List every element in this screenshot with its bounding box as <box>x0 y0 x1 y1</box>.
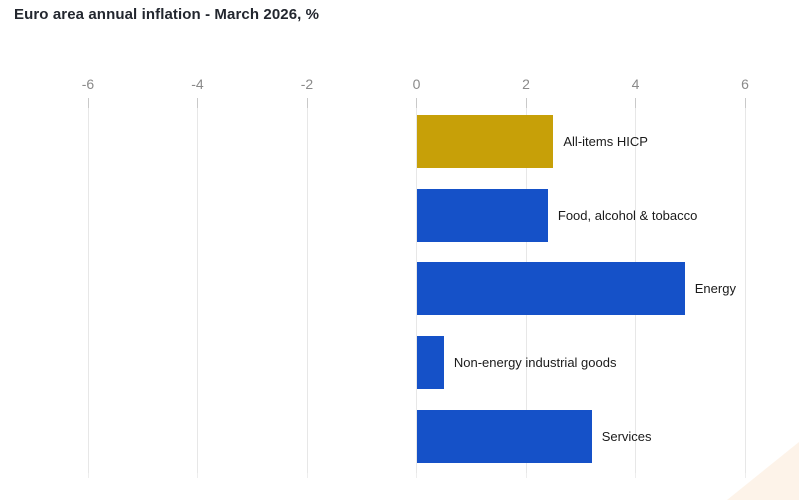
x-axis-tick-bottom <box>744 473 746 478</box>
x-axis-tick <box>87 98 89 108</box>
chart-title: Euro area annual inflation - March 2026,… <box>14 6 320 23</box>
x-axis-tick <box>744 98 746 108</box>
x-axis-tick <box>306 98 308 108</box>
bar-category-label: Non-energy industrial goods <box>453 355 617 371</box>
x-gridline <box>197 98 198 473</box>
x-axis-tick-bottom <box>635 473 636 478</box>
x-axis-tick-label: -6 <box>81 76 95 92</box>
x-axis-tick-label: 0 <box>412 76 421 92</box>
x-axis-tick-label: 2 <box>522 76 530 92</box>
x-axis-tick-bottom <box>416 473 417 478</box>
x-gridline <box>87 98 89 473</box>
x-axis-tick-bottom <box>525 473 527 478</box>
x-gridline <box>306 98 308 473</box>
x-axis-tick-bottom <box>197 473 198 478</box>
x-axis-tick-label: 4 <box>631 76 640 92</box>
x-axis-tick <box>416 98 417 108</box>
bar-category-label: All-items HICP <box>563 134 648 149</box>
bar-energy[interactable] <box>416 262 685 316</box>
x-axis-tick-label: -4 <box>191 76 204 92</box>
bar-category-label: Services <box>601 428 652 444</box>
bar-food-alcohol-tobacco[interactable] <box>416 188 548 242</box>
bar-services[interactable] <box>416 409 592 463</box>
bar-all-items-hicp[interactable] <box>416 115 554 168</box>
x-gridline <box>744 98 746 473</box>
bar-non-energy-industrial-goods[interactable] <box>416 336 444 390</box>
x-axis-tick-label: 6 <box>741 76 749 92</box>
x-axis-tick <box>635 98 636 108</box>
x-axis-tick-label: -2 <box>300 76 314 92</box>
x-axis-tick <box>525 98 527 108</box>
bar-category-label: Food, alcohol & tobacco <box>557 207 698 223</box>
x-axis-tick <box>197 98 198 108</box>
bar-category-label: Energy <box>694 281 736 297</box>
x-axis-tick-bottom <box>306 473 308 478</box>
x-axis-tick-bottom <box>87 473 89 478</box>
